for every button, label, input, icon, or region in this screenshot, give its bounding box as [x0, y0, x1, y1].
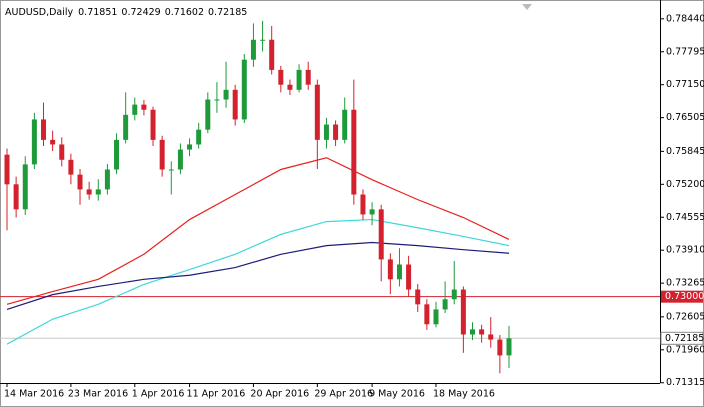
candle-body — [114, 139, 120, 170]
candle-body — [59, 144, 65, 160]
candle-body — [415, 289, 421, 305]
y-tick-label: 0.73265 — [666, 278, 704, 289]
hline-label: 0.73000 — [665, 291, 704, 302]
candle-body — [442, 299, 448, 310]
candle-body — [77, 174, 83, 190]
chart-header: AUDUSD,Daily 0.71851 0.72429 0.71602 0.72185 — [5, 7, 247, 18]
candle-body — [406, 264, 412, 290]
candle-body — [22, 164, 28, 210]
hline-label-box — [661, 290, 703, 303]
candle-body — [396, 264, 402, 280]
x-tick-label: 18 May 2016 — [433, 389, 495, 400]
candle-body — [150, 109, 156, 140]
candle-body — [95, 189, 101, 195]
y-tick-label: 0.76505 — [666, 112, 704, 123]
candle-body — [314, 84, 320, 140]
candle-body — [360, 194, 366, 215]
candle-body — [488, 334, 494, 340]
candle-body — [4, 154, 10, 185]
candle-body — [378, 209, 384, 260]
candle-body — [506, 338, 512, 356]
x-tick-label: 14 Mar 2016 — [4, 389, 64, 400]
y-tick-label: 0.75200 — [666, 179, 704, 190]
candle-body — [296, 69, 302, 90]
candle-body — [351, 109, 357, 195]
candle-body — [50, 139, 56, 145]
x-tick-label: 9 May 2016 — [369, 389, 425, 400]
y-tick-label: 0.71315 — [666, 377, 704, 388]
candle-body — [460, 289, 466, 335]
shift-marker — [522, 4, 532, 10]
y-tick-label: 0.77150 — [666, 79, 704, 90]
moving-average — [6, 157, 510, 305]
moving-average — [6, 241, 510, 311]
y-tick-label: 0.74555 — [666, 212, 704, 223]
candle-body — [260, 39, 266, 41]
candle-body — [31, 119, 37, 165]
candle-body — [68, 159, 74, 175]
candle-body — [333, 124, 339, 140]
candle-body — [123, 114, 129, 140]
candle-body — [13, 184, 19, 210]
y-tick-label: 0.72605 — [666, 311, 704, 322]
open-value: 0.71851 — [78, 7, 117, 18]
candle-body — [196, 129, 202, 145]
candle-body — [387, 259, 393, 280]
candle-body — [223, 89, 229, 100]
y-tick-label: 0.71960 — [666, 344, 704, 355]
candle-body — [214, 99, 220, 101]
candle-body — [159, 139, 165, 170]
candle-body — [287, 84, 293, 90]
candle-body — [187, 144, 193, 150]
candle-body — [479, 329, 485, 335]
candle-body — [369, 209, 375, 215]
candle-body — [451, 289, 457, 300]
candle-body — [433, 309, 439, 325]
candle-body — [232, 89, 238, 120]
candle-body — [168, 169, 174, 171]
candle-body — [269, 39, 275, 70]
x-tick-label: 1 Apr 2016 — [132, 389, 185, 400]
symbol: AUDUSD,Daily — [5, 7, 74, 18]
x-tick-label: 20 Apr 2016 — [250, 389, 309, 400]
candle-body — [177, 149, 183, 170]
candle-body — [141, 104, 147, 110]
low-value: 0.71602 — [165, 7, 204, 18]
candle-body — [424, 304, 430, 325]
candle-body — [497, 339, 503, 356]
high-value: 0.72429 — [121, 7, 160, 18]
x-tick-label: 29 Apr 2016 — [314, 389, 373, 400]
candle-body — [241, 59, 247, 120]
y-tick-label: 0.75845 — [666, 146, 704, 157]
close-value: 0.72185 — [208, 7, 247, 18]
candle-body — [205, 99, 211, 130]
candle-body — [469, 329, 475, 335]
last-price-label: 0.72185 — [665, 333, 704, 344]
moving-average — [6, 218, 510, 345]
y-tick-label: 0.77795 — [666, 46, 704, 57]
y-tick-label: 0.73910 — [666, 245, 704, 256]
candle-body — [132, 104, 138, 115]
candle-body — [41, 119, 47, 140]
last-price-box — [660, 331, 704, 345]
candle-body — [342, 109, 348, 140]
candle-body — [323, 124, 329, 140]
x-tick-label: 11 Apr 2016 — [187, 389, 246, 400]
candle-body — [278, 69, 284, 85]
candle-body — [305, 69, 311, 85]
candle-body — [250, 39, 256, 60]
candle-body — [104, 169, 110, 190]
y-tick-label: 0.78440 — [666, 13, 704, 24]
candle-body — [86, 189, 92, 195]
x-tick-label: 23 Mar 2016 — [68, 389, 128, 400]
